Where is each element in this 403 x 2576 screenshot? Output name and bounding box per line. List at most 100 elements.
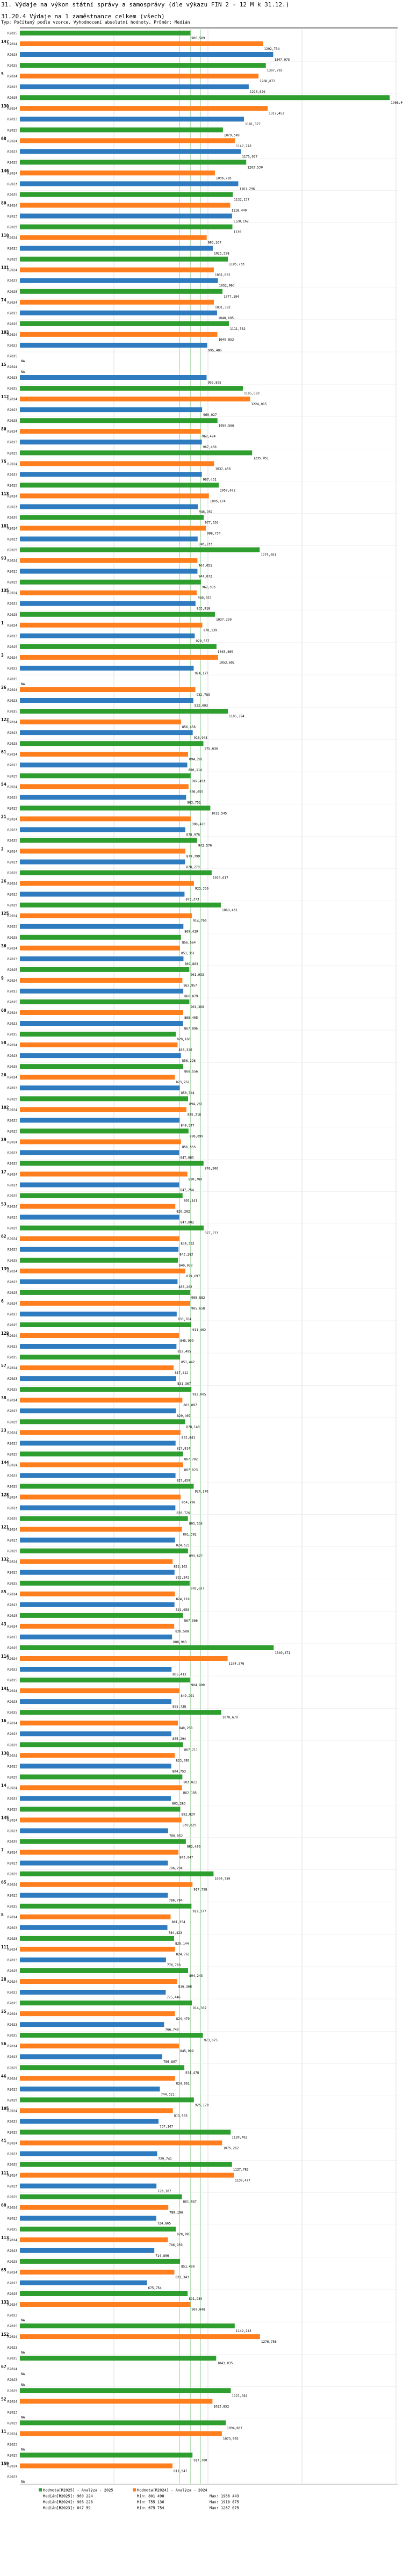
data-label: 878,140 <box>186 1425 200 1429</box>
series-label: R2025 <box>8 549 17 552</box>
bar <box>20 698 193 703</box>
data-label: 1347,075 <box>274 58 290 62</box>
bar <box>20 52 274 57</box>
series-label: R2024 <box>8 301 17 305</box>
data-label: 808,963 <box>173 1640 187 1644</box>
data-label: 851,400 <box>181 2265 195 2269</box>
bar <box>20 1010 183 1015</box>
series-label: R2025 <box>8 1743 17 1747</box>
data-label: 1043,835 <box>217 2362 233 2365</box>
bar <box>20 838 197 843</box>
data-label: 1191,377 <box>245 123 261 126</box>
bar <box>20 1344 177 1349</box>
data-label: 867,823 <box>184 1468 198 1472</box>
data-label: 863,821 <box>183 1780 197 1784</box>
series-label: R2024 <box>8 2368 17 2371</box>
data-label: 1048,695 <box>218 316 234 320</box>
data-label: 905,882 <box>191 1296 205 1300</box>
group-label: 146 <box>1 168 9 173</box>
data-label: 918,948 <box>194 736 208 740</box>
series-label: R2025 <box>8 839 17 843</box>
series-label: R2024 <box>8 1366 17 1370</box>
series-label: R2025 <box>8 2034 17 2038</box>
group-label: 110 <box>1 233 9 238</box>
series-label: R2025 <box>8 710 17 714</box>
series-label: R2024 <box>8 882 17 886</box>
series-label: R2023 <box>8 505 17 509</box>
bar <box>20 1494 181 1500</box>
series-label: R2024 <box>8 269 17 272</box>
data-label: 867,702 <box>184 1457 198 1461</box>
data-label: 789,106 <box>169 2211 183 2215</box>
series-label: R2023 <box>8 1668 17 1672</box>
group-label: 58 <box>1 1040 6 1045</box>
bar <box>20 601 196 606</box>
data-label: 1104,376 <box>229 1662 244 1666</box>
series-label: R2025 <box>8 774 17 778</box>
bar <box>20 515 204 520</box>
series-label: R2023 <box>8 1216 17 1220</box>
data-label: 824,119 <box>176 1598 190 1601</box>
bar <box>20 2356 217 2361</box>
series-label: R2024 <box>8 1689 17 1693</box>
bar <box>20 1139 181 1145</box>
series-label: R2025 <box>8 2002 17 2005</box>
series-label: R2024 <box>8 365 17 369</box>
data-label: 851,361 <box>181 952 195 955</box>
series-label: R2023 <box>8 1539 17 1543</box>
bar <box>20 386 243 391</box>
data-label: 893,534 <box>189 1522 203 1526</box>
bar <box>20 289 223 294</box>
data-label: 993,267 <box>208 241 222 245</box>
data-label: 862,185 <box>183 1791 197 1795</box>
data-label: 845,999 <box>180 2049 194 2053</box>
series-label: R2024 <box>8 559 17 563</box>
data-label: NA <box>21 682 25 686</box>
bar <box>20 752 189 757</box>
series-label: R2025 <box>8 1001 17 1004</box>
group-label: 144 <box>1 1460 9 1465</box>
data-label: 925,120 <box>195 2103 209 2107</box>
series-label: R2023 <box>8 1636 17 1639</box>
data-label: 914,337 <box>193 2006 207 2010</box>
bar <box>20 1710 221 1715</box>
series-label: R2024 <box>8 2271 17 2275</box>
group-label: 15 <box>1 362 6 367</box>
series-label: R2023 <box>8 1926 17 1930</box>
series-label: R2025 <box>8 128 17 132</box>
group-label: 80 <box>1 427 6 431</box>
bar <box>20 2097 194 2103</box>
series-label: R2024 <box>8 527 17 531</box>
series-label: R2024 <box>8 592 17 595</box>
bar <box>20 1968 188 1973</box>
series-label: R2024 <box>8 1916 17 1919</box>
bar <box>20 795 186 800</box>
group-label: 35 <box>1 2009 6 2014</box>
data-label: 1268,872 <box>260 80 275 83</box>
series-label: R2025 <box>8 1614 17 1618</box>
bar <box>20 95 390 100</box>
bar <box>20 1721 178 1726</box>
bar <box>20 2388 231 2393</box>
data-label: 1128,162 <box>233 220 249 224</box>
bar <box>20 902 221 908</box>
group-label: 26 <box>1 1073 6 1077</box>
bar <box>20 1882 193 1887</box>
series-label: R2024 <box>8 1883 17 1887</box>
data-label: 675,754 <box>148 2286 162 2290</box>
series-label: R2024 <box>8 1851 17 1855</box>
bar <box>20 1634 172 1639</box>
series-label: R2025 <box>8 807 17 810</box>
bar <box>20 1430 181 1435</box>
series-label: R2023 <box>8 602 17 606</box>
group-label: 133 <box>1 2300 9 2305</box>
series-label: R2023 <box>8 2153 17 2156</box>
data-label: 1137,477 <box>235 2179 250 2183</box>
data-label: 1037,259 <box>216 618 232 622</box>
data-label: 992,895 <box>208 381 222 385</box>
bar <box>20 2129 231 2135</box>
group-label: 67 <box>1 2364 6 2369</box>
series-label: R2024 <box>8 850 17 854</box>
series-label: R2025 <box>8 742 17 746</box>
bar <box>20 945 180 951</box>
